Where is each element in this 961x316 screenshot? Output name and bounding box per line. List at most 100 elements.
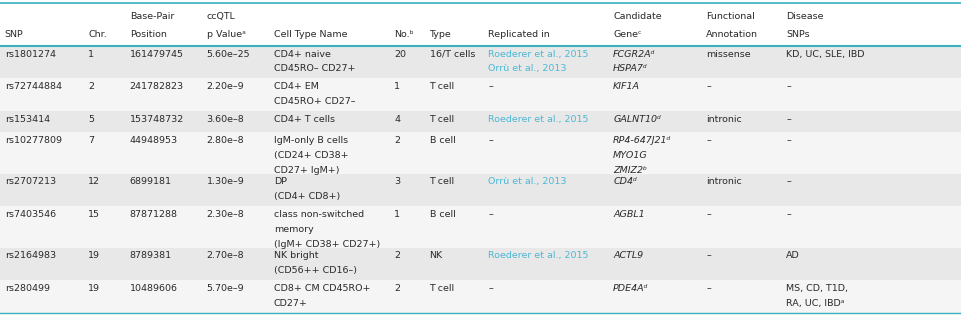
Text: Cell Type Name: Cell Type Name: [274, 30, 347, 39]
Text: 19: 19: [88, 251, 100, 260]
Text: Candidate: Candidate: [613, 12, 662, 21]
Text: Geneᶜ: Geneᶜ: [613, 30, 642, 39]
Text: 5.70e–9: 5.70e–9: [207, 284, 244, 293]
Text: 6899181: 6899181: [130, 178, 172, 186]
Text: Position: Position: [130, 30, 166, 39]
Text: –: –: [706, 82, 711, 91]
Text: 19: 19: [88, 284, 100, 293]
Text: rs72744884: rs72744884: [5, 82, 62, 91]
Text: 1: 1: [394, 82, 400, 91]
Text: SNP: SNP: [5, 30, 24, 39]
Text: NK: NK: [430, 251, 443, 260]
Text: No.ᵇ: No.ᵇ: [394, 30, 413, 39]
Text: 44948953: 44948953: [130, 136, 178, 145]
Text: rs280499: rs280499: [5, 284, 50, 293]
Text: rs2164983: rs2164983: [5, 251, 56, 260]
Text: 5.60e–25: 5.60e–25: [207, 50, 250, 58]
Text: MYO1G: MYO1G: [613, 151, 648, 160]
Text: 153748732: 153748732: [130, 115, 184, 124]
Text: CD4+ EM: CD4+ EM: [274, 82, 319, 91]
Text: 2: 2: [394, 251, 400, 260]
Text: –: –: [786, 82, 791, 91]
Text: SNPs: SNPs: [786, 30, 810, 39]
Text: KD, UC, SLE, IBD: KD, UC, SLE, IBD: [786, 50, 865, 58]
Text: Orrù et al., 2013: Orrù et al., 2013: [488, 64, 567, 73]
Text: 2: 2: [394, 136, 400, 145]
Text: DP: DP: [274, 178, 287, 186]
Text: 3.60e–8: 3.60e–8: [207, 115, 244, 124]
Text: 2.70e–8: 2.70e–8: [207, 251, 244, 260]
Text: 2.80e–8: 2.80e–8: [207, 136, 244, 145]
Text: 4: 4: [394, 115, 400, 124]
Text: Base-Pair: Base-Pair: [130, 12, 174, 21]
Text: 3: 3: [394, 178, 400, 186]
Text: –: –: [786, 178, 791, 186]
Text: B cell: B cell: [430, 136, 456, 145]
Text: PDE4Aᵈ: PDE4Aᵈ: [613, 284, 649, 293]
Text: class non-switched: class non-switched: [274, 210, 364, 219]
Text: AD: AD: [786, 251, 800, 260]
Text: 1: 1: [88, 50, 94, 58]
Text: –: –: [786, 136, 791, 145]
Text: 15: 15: [88, 210, 100, 219]
Text: T cell: T cell: [430, 284, 455, 293]
Text: 5: 5: [88, 115, 94, 124]
Text: –: –: [786, 210, 791, 219]
Text: –: –: [488, 82, 493, 91]
Text: (CD24+ CD38+: (CD24+ CD38+: [274, 151, 349, 160]
Text: CD27+ IgM+): CD27+ IgM+): [274, 166, 339, 175]
Text: rs2707213: rs2707213: [5, 178, 56, 186]
Text: 12: 12: [88, 178, 100, 186]
Text: CD8+ CM CD45RO+: CD8+ CM CD45RO+: [274, 284, 370, 293]
Text: 241782823: 241782823: [130, 82, 184, 91]
Text: Functional: Functional: [706, 12, 755, 21]
Text: 1.30e–9: 1.30e–9: [207, 178, 244, 186]
Text: (IgM+ CD38+ CD27+): (IgM+ CD38+ CD27+): [274, 240, 381, 249]
Text: 2: 2: [88, 82, 94, 91]
Text: B cell: B cell: [430, 210, 456, 219]
Text: AGBL1: AGBL1: [613, 210, 645, 219]
Text: rs153414: rs153414: [5, 115, 50, 124]
Text: GALNT10ᵈ: GALNT10ᵈ: [613, 115, 661, 124]
Text: CD45RO+ CD27–: CD45RO+ CD27–: [274, 97, 356, 106]
Text: Disease: Disease: [786, 12, 824, 21]
Text: T cell: T cell: [430, 178, 455, 186]
Text: Roederer et al., 2015: Roederer et al., 2015: [488, 115, 589, 124]
Text: –: –: [706, 284, 711, 293]
Text: Replicated in: Replicated in: [488, 30, 550, 39]
Text: (CD56++ CD16–): (CD56++ CD16–): [274, 266, 357, 275]
Text: 2.20e–9: 2.20e–9: [207, 82, 244, 91]
Bar: [0, 280, 961, 313]
Text: –: –: [706, 210, 711, 219]
Text: RA, UC, IBDᵃ: RA, UC, IBDᵃ: [786, 299, 845, 308]
Text: (CD4+ CD8+): (CD4+ CD8+): [274, 192, 340, 201]
Text: rs7403546: rs7403546: [5, 210, 56, 219]
Text: ccQTL: ccQTL: [207, 12, 235, 21]
Text: –: –: [488, 210, 493, 219]
Text: intronic: intronic: [706, 115, 742, 124]
Text: 161479745: 161479745: [130, 50, 184, 58]
Text: memory: memory: [274, 225, 313, 234]
Bar: [0, 206, 961, 247]
Text: 8789381: 8789381: [130, 251, 172, 260]
Text: MS, CD, T1D,: MS, CD, T1D,: [786, 284, 849, 293]
Text: ACTL9: ACTL9: [613, 251, 643, 260]
Text: –: –: [488, 284, 493, 293]
Text: CD4+ T cells: CD4+ T cells: [274, 115, 334, 124]
Bar: [0, 174, 961, 206]
Text: IgM-only B cells: IgM-only B cells: [274, 136, 348, 145]
Text: 20: 20: [394, 50, 406, 58]
Bar: [0, 3, 961, 46]
Text: rs10277809: rs10277809: [5, 136, 62, 145]
Text: –: –: [786, 115, 791, 124]
Text: T cell: T cell: [430, 82, 455, 91]
Bar: [0, 78, 961, 111]
Text: Chr.: Chr.: [88, 30, 108, 39]
Text: HSPA7ᵈ: HSPA7ᵈ: [613, 64, 648, 73]
Text: 10489606: 10489606: [130, 284, 178, 293]
Text: missense: missense: [706, 50, 751, 58]
Text: Roederer et al., 2015: Roederer et al., 2015: [488, 50, 589, 58]
Text: 1: 1: [394, 210, 400, 219]
Text: FCGR2Aᵈ: FCGR2Aᵈ: [613, 50, 655, 58]
Text: ZMIZ2ᵇ: ZMIZ2ᵇ: [613, 166, 648, 175]
